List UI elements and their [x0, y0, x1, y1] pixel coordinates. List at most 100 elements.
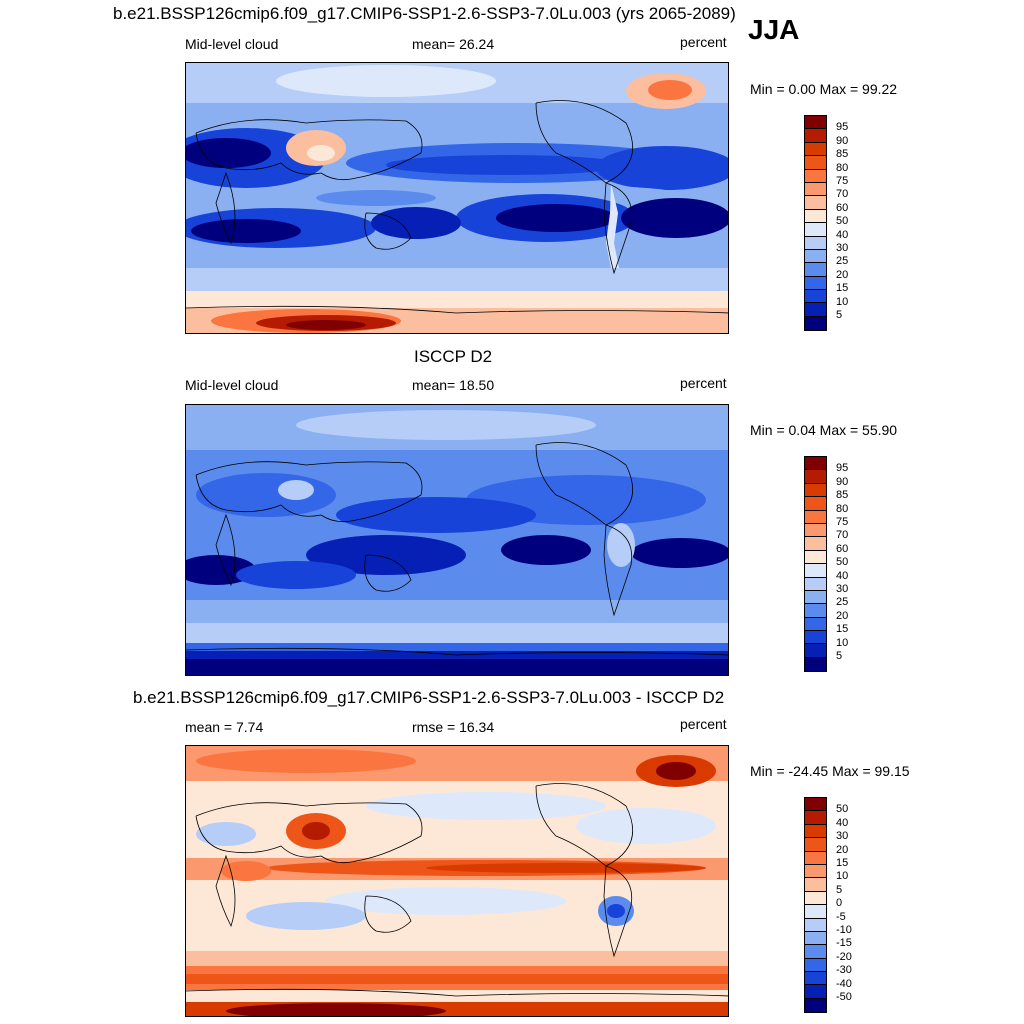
- panel2-colorbar-swatch: [805, 564, 826, 578]
- panel2-units-label: percent: [680, 375, 727, 391]
- panel1-colorbar-swatch: [805, 169, 826, 183]
- panel2-title: ISCCP D2: [414, 347, 493, 366]
- panel2-colorbar-swatch: [805, 550, 826, 565]
- panel3-map: [185, 745, 729, 1017]
- panel2-colorbar-swatch: [805, 590, 826, 605]
- panel2-colorbar: [804, 456, 827, 673]
- panel3-units-label: percent: [680, 716, 727, 732]
- panel1-colorbar-swatch: [805, 116, 826, 130]
- panel2-map: [185, 404, 729, 676]
- panel1-colorbar-tick-label: 70: [836, 188, 849, 201]
- panel1-colorbar-swatch: [805, 209, 826, 224]
- panel3-colorbar-swatch: [805, 945, 826, 959]
- panel2-colorbar-tick-label: 75: [836, 516, 849, 528]
- panel1-colorbar-tick-label: 50: [836, 215, 849, 228]
- panel1-variable-label: Mid-level cloud: [185, 36, 279, 52]
- panel2-colorbar-swatch: [805, 604, 826, 618]
- panel2-colorbar-tick-label: 90: [836, 475, 849, 488]
- panel3-mean-label: mean = 7.74: [185, 719, 264, 735]
- panel2-colorbar-swatch: [805, 644, 826, 658]
- panel2-colorbar-swatch: [805, 470, 826, 484]
- panel1-colorbar-swatch: [805, 236, 826, 250]
- panel3-colorbar-swatch: [805, 905, 826, 919]
- panel3-colorbar-tick-label: -15: [836, 937, 852, 950]
- panel1-colorbar-tick-label: 80: [836, 161, 849, 174]
- panel3-colorbar-tick-label: 10: [836, 870, 849, 883]
- panel2-variable-label: Mid-level cloud: [185, 377, 279, 393]
- panel1-colorbar-swatch: [805, 263, 826, 277]
- panel3-colorbar-swatch: [805, 918, 826, 932]
- panel2-colorbar-tick-label: 25: [836, 596, 849, 609]
- panel3-colorbar-swatch: [805, 824, 826, 839]
- panel1-colorbar-swatch: [805, 303, 826, 317]
- panel1-colorbar-swatch: [805, 182, 826, 197]
- panel1-colorbar-swatch: [805, 290, 826, 304]
- panel2-colorbar-tick-label: 20: [836, 609, 849, 622]
- panel3-colorbar-swatch: [805, 958, 826, 973]
- panel3-colorbar: [804, 797, 827, 1014]
- panel3-colorbar-tick-label: 20: [836, 843, 849, 856]
- panel3-colorbar-tick-label: 15: [836, 857, 849, 869]
- panel3-colorbar-tick-label: -10: [836, 924, 852, 936]
- panel2-colorbar-swatch: [805, 657, 826, 672]
- panel1-colorbar-tick-label: 75: [836, 175, 849, 187]
- panel2-colorbar-swatch: [805, 497, 826, 511]
- panel1-colorbar-tick-label: 30: [836, 242, 849, 254]
- panel3-colorbar-tick-label: 5: [836, 883, 843, 896]
- panel2-colorbar-tick-label: 95: [836, 462, 849, 475]
- panel2-colorbar-swatch: [805, 631, 826, 645]
- panel1-colorbar-tick-label: 20: [836, 268, 849, 281]
- panel2-mean-label: mean= 18.50: [412, 377, 495, 393]
- panel3-colorbar-tick-label: -40: [836, 977, 852, 990]
- panel1-colorbar-tick-label: 85: [836, 148, 849, 161]
- panel2-colorbar-swatch: [805, 523, 826, 538]
- panel2-colorbar-tick-label: 85: [836, 489, 849, 502]
- panel1-colorbar-swatch: [805, 196, 826, 210]
- panel1-colorbar-tick-label: 90: [836, 134, 849, 147]
- panel1-map: [185, 62, 729, 334]
- panel3-colorbar-tick-label: -30: [836, 964, 852, 977]
- panel3-colorbar-swatch: [805, 998, 826, 1013]
- panel3-rmse-label: rmse = 16.34: [412, 719, 495, 735]
- panel1-colorbar-tick-label: 95: [836, 121, 849, 134]
- panel2-colorbar-swatch: [805, 457, 826, 471]
- panel1-colorbar-tick-label: 5: [836, 309, 843, 321]
- panel1-colorbar-swatch: [805, 142, 826, 157]
- season-label: JJA: [748, 14, 800, 45]
- panel2-colorbar-swatch: [805, 510, 826, 524]
- panel3-colorbar-tick-label: 0: [836, 897, 843, 910]
- panel3-colorbar-tick-label: -50: [836, 991, 852, 1003]
- panel2-colorbar-swatch: [805, 617, 826, 632]
- panel3-contour-field: [186, 746, 728, 1016]
- panel1-title: b.e21.BSSP126cmip6.f09_g17.CMIP6-SSP1-2.…: [113, 4, 736, 23]
- panel3-colorbar-tick-label: 30: [836, 830, 849, 843]
- panel2-colorbar-tick-label: 80: [836, 502, 849, 515]
- panel3-colorbar-swatch: [805, 811, 826, 825]
- panel1-colorbar: [804, 115, 827, 332]
- panel2-colorbar-tick-label: 40: [836, 569, 849, 582]
- panel1-colorbar-swatch: [805, 223, 826, 237]
- panel1-colorbar-swatch: [805, 316, 826, 331]
- panel1-colorbar-tick-label: 15: [836, 282, 849, 295]
- panel2-colorbar-swatch: [805, 537, 826, 551]
- panel3-colorbar-swatch: [805, 931, 826, 946]
- panel3-colorbar-swatch: [805, 878, 826, 892]
- panel2-colorbar-swatch: [805, 483, 826, 498]
- panel2-colorbar-tick-label: 70: [836, 529, 849, 542]
- panel1-colorbar-swatch: [805, 276, 826, 291]
- panel2-contour-field: [186, 405, 728, 675]
- panel2-colorbar-tick-label: 15: [836, 623, 849, 636]
- panel1-mean-label: mean= 26.24: [412, 36, 495, 52]
- panel3-colorbar-swatch: [805, 972, 826, 986]
- panel3-colorbar-swatch: [805, 864, 826, 879]
- panel2-colorbar-swatch: [805, 577, 826, 591]
- panel3-colorbar-tick-label: -20: [836, 950, 852, 963]
- panel3-colorbar-tick-label: 50: [836, 803, 849, 816]
- panel2-colorbar-tick-label: 10: [836, 636, 849, 649]
- panel3-colorbar-swatch: [805, 798, 826, 812]
- panel3-colorbar-swatch: [805, 891, 826, 906]
- panel3-colorbar-tick-label: -5: [836, 910, 846, 923]
- panel1-units-label: percent: [680, 34, 727, 50]
- panel1-colorbar-tick-label: 10: [836, 295, 849, 308]
- panel3-colorbar-swatch: [805, 985, 826, 999]
